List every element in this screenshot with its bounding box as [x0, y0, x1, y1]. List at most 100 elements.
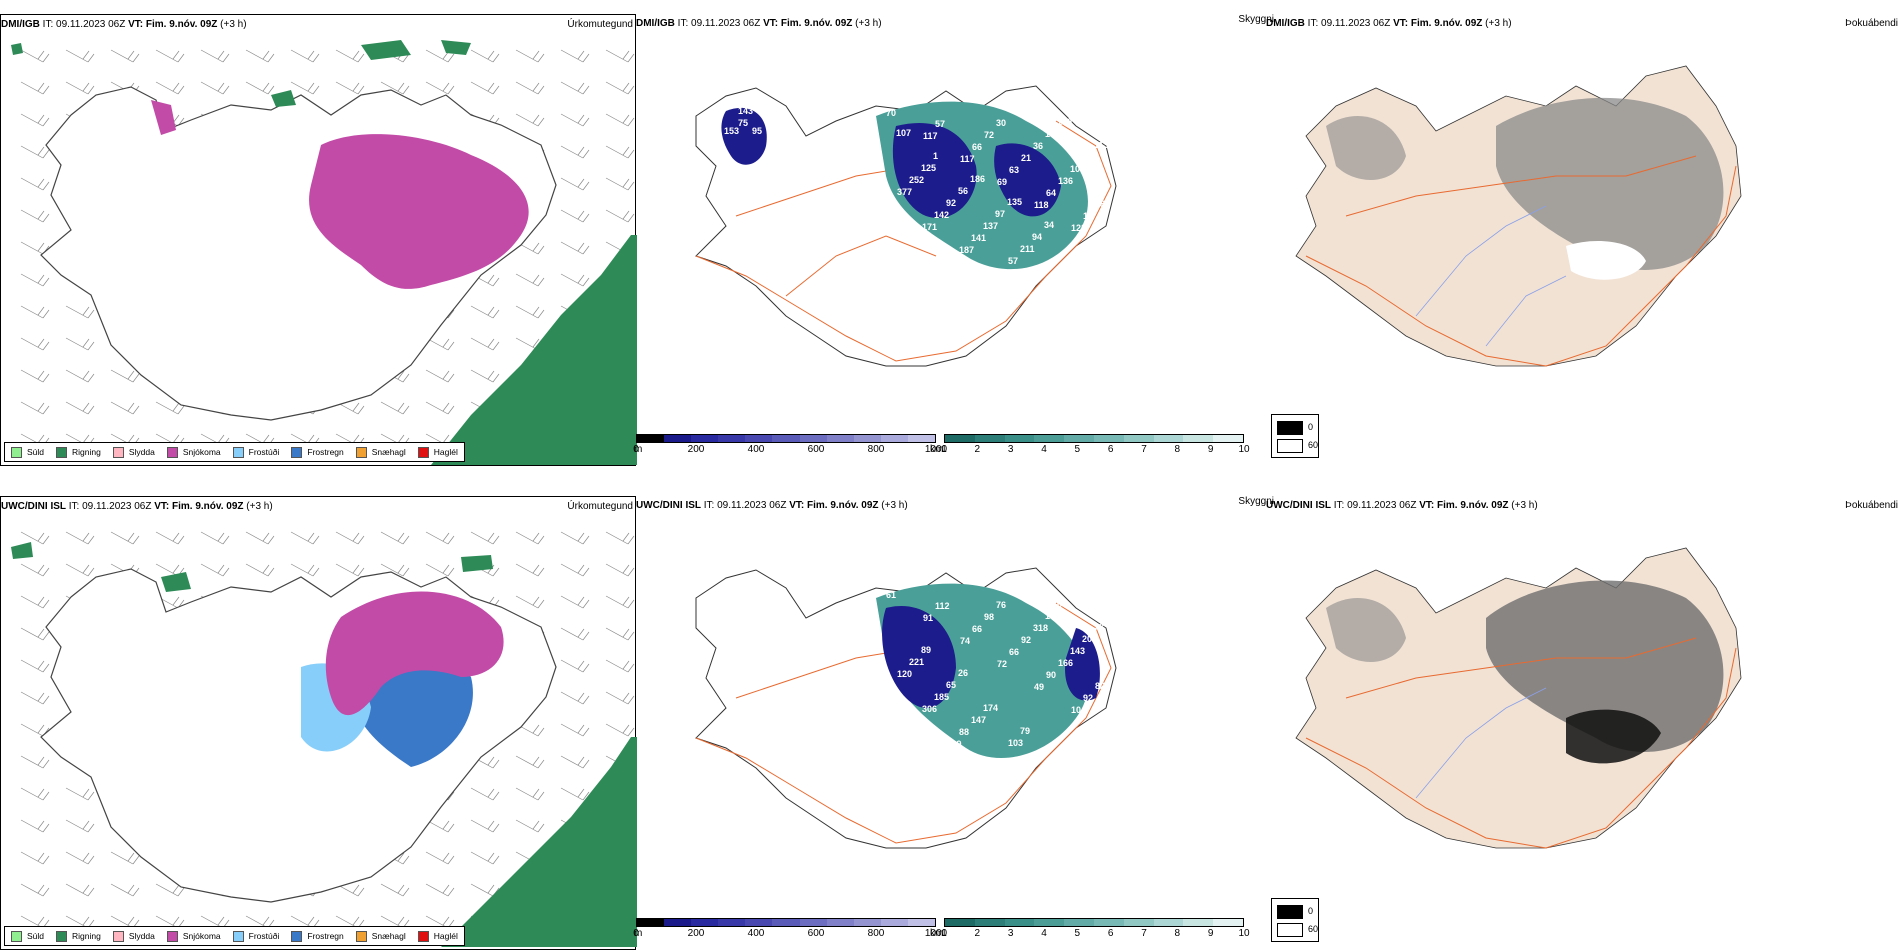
wind-barb	[20, 369, 50, 383]
scale-tick: 7	[1141, 444, 1147, 455]
wind-barb	[20, 81, 50, 95]
snow-depth-label: 56	[958, 186, 968, 196]
snow-depth-label: 30	[996, 118, 1006, 128]
legend-item: Haglél	[417, 446, 458, 458]
snow-depth-label: 125	[921, 163, 936, 173]
precip-map	[11, 531, 637, 947]
snow-depth-label: 95	[752, 126, 762, 136]
scale-tick: 200	[687, 928, 705, 939]
scale-tick: 3	[1007, 928, 1014, 939]
lead-time: (+3 h)	[246, 501, 273, 512]
precip-legend: Súld Rigning Slydda Snjókoma Frostúði Frostre…	[4, 442, 465, 462]
snow-area	[309, 134, 529, 289]
wind-barb	[470, 819, 500, 833]
snow-depth-label: 91	[923, 613, 933, 623]
snow-depth-label: 122	[1071, 223, 1086, 233]
valid-time: VT: Fim. 9.nóv. 09Z	[789, 500, 879, 511]
snow-depth-label: 74	[960, 636, 970, 646]
lead-time: (+3 h)	[220, 19, 247, 30]
scale-swatch	[1064, 919, 1094, 926]
visibility-labels: 6814311815375957011711769118122705766636…	[724, 98, 1110, 267]
snow-depth-label: 66	[1009, 647, 1019, 657]
wind-barb	[65, 531, 95, 545]
wind-barb	[65, 305, 95, 319]
wind-barb	[20, 177, 50, 191]
legend-swatch	[417, 446, 429, 458]
legend-swatch	[112, 930, 124, 942]
snow-depth-label: 118	[752, 98, 767, 108]
wind-barb	[605, 531, 635, 545]
scale-tick: 200	[687, 444, 705, 455]
snow-depth-label: 130	[752, 580, 767, 590]
snow-depth-label: 135	[1007, 197, 1022, 207]
wind-barb	[290, 81, 320, 95]
snow-depth-label: 147	[971, 715, 986, 725]
wind-barb	[515, 563, 545, 577]
snow-depth-label: 88	[959, 727, 969, 737]
fog-panel-row2: UWC/DINI ISL IT: 09.11.2023 06Z VT: Fim.…	[1266, 496, 1900, 950]
wind-barb	[425, 851, 455, 865]
snow-depth-label: 252	[909, 175, 924, 185]
snow-depth-label: 306	[922, 704, 937, 714]
snow-depth-label: 207	[1082, 634, 1097, 644]
visibility-panel-row1: DMI/IGB IT: 09.11.2023 06Z VT: Fim. 9.nó…	[633, 14, 1319, 466]
legend-swatch	[355, 930, 367, 942]
valid-time: VT: Fim. 9.nóv. 09Z	[154, 501, 244, 512]
visibility-low-area	[721, 107, 767, 165]
snow-depth-label: 26	[958, 668, 968, 678]
panel-title: Skyggni	[1238, 14, 1274, 25]
wind-barb	[560, 273, 590, 287]
wind-barb	[335, 81, 365, 95]
wind-barb	[20, 819, 50, 833]
model-name: UWC/DINI ISL	[636, 500, 701, 511]
legend-label: Haglél	[433, 447, 458, 457]
legend-label: Haglél	[433, 931, 458, 941]
panel-title: Skyggni	[1238, 496, 1274, 507]
fog-area	[1326, 598, 1406, 662]
snow-depth-label: 117	[923, 131, 938, 141]
wind-barb	[20, 659, 50, 673]
wind-barb	[560, 723, 590, 737]
panel-title: Þokuábendi	[1845, 500, 1898, 511]
snow-depth-label: 98	[947, 257, 957, 267]
lead-time: (+3 h)	[881, 500, 908, 511]
wind-barb	[515, 531, 545, 545]
wind-barb	[335, 49, 365, 63]
wind-barb	[605, 209, 635, 223]
legend-item: Snæhagl	[355, 930, 406, 942]
snow-area	[325, 591, 504, 716]
snow-depth-label: 108	[1045, 129, 1060, 139]
scale-tick: 6	[1107, 928, 1114, 939]
snow-depth-label: 377	[897, 187, 912, 197]
wind-barb	[605, 595, 635, 609]
wind-barb	[20, 627, 50, 641]
model-name: DMI/IGB	[636, 18, 675, 29]
valid-time: VT: Fim. 9.nóv. 09Z	[128, 19, 218, 30]
scale-swatch	[974, 435, 1005, 442]
scale-swatch	[1034, 919, 1065, 926]
wind-barb	[560, 241, 590, 255]
wind-barb	[560, 659, 590, 673]
scale-tick: 8	[1174, 444, 1181, 455]
snow-depth-label: 75	[738, 118, 748, 128]
legend-swatch	[291, 446, 303, 458]
wind-barb	[470, 369, 500, 383]
legend-label: Frostúði	[248, 931, 280, 941]
panel-title: Úrkomutegund	[567, 501, 633, 512]
precip-panel-row1: DMI/IGB IT: 09.11.2023 06Z VT: Fim. 9.nó…	[0, 14, 637, 466]
legend-label: Frostregn	[307, 447, 344, 457]
snow-depth-label: 143	[1070, 646, 1085, 656]
wind-barb	[515, 305, 545, 319]
road-network	[1305, 155, 1737, 367]
wind-barb	[65, 787, 95, 801]
snow-depth-label: 187	[959, 245, 974, 255]
panel-header: UWC/DINI ISL IT: 09.11.2023 06Z VT: Fim.…	[636, 496, 1276, 514]
legend-item: Súld	[11, 930, 44, 942]
height-unit: m	[634, 444, 643, 455]
lead-time: (+3 h)	[1511, 500, 1538, 511]
snow-depth-label: 113	[1094, 140, 1109, 150]
wind-barb	[560, 209, 590, 223]
wind-barb	[560, 755, 590, 769]
scale-tick: 6	[1107, 444, 1114, 455]
scale-swatch	[1183, 435, 1214, 442]
